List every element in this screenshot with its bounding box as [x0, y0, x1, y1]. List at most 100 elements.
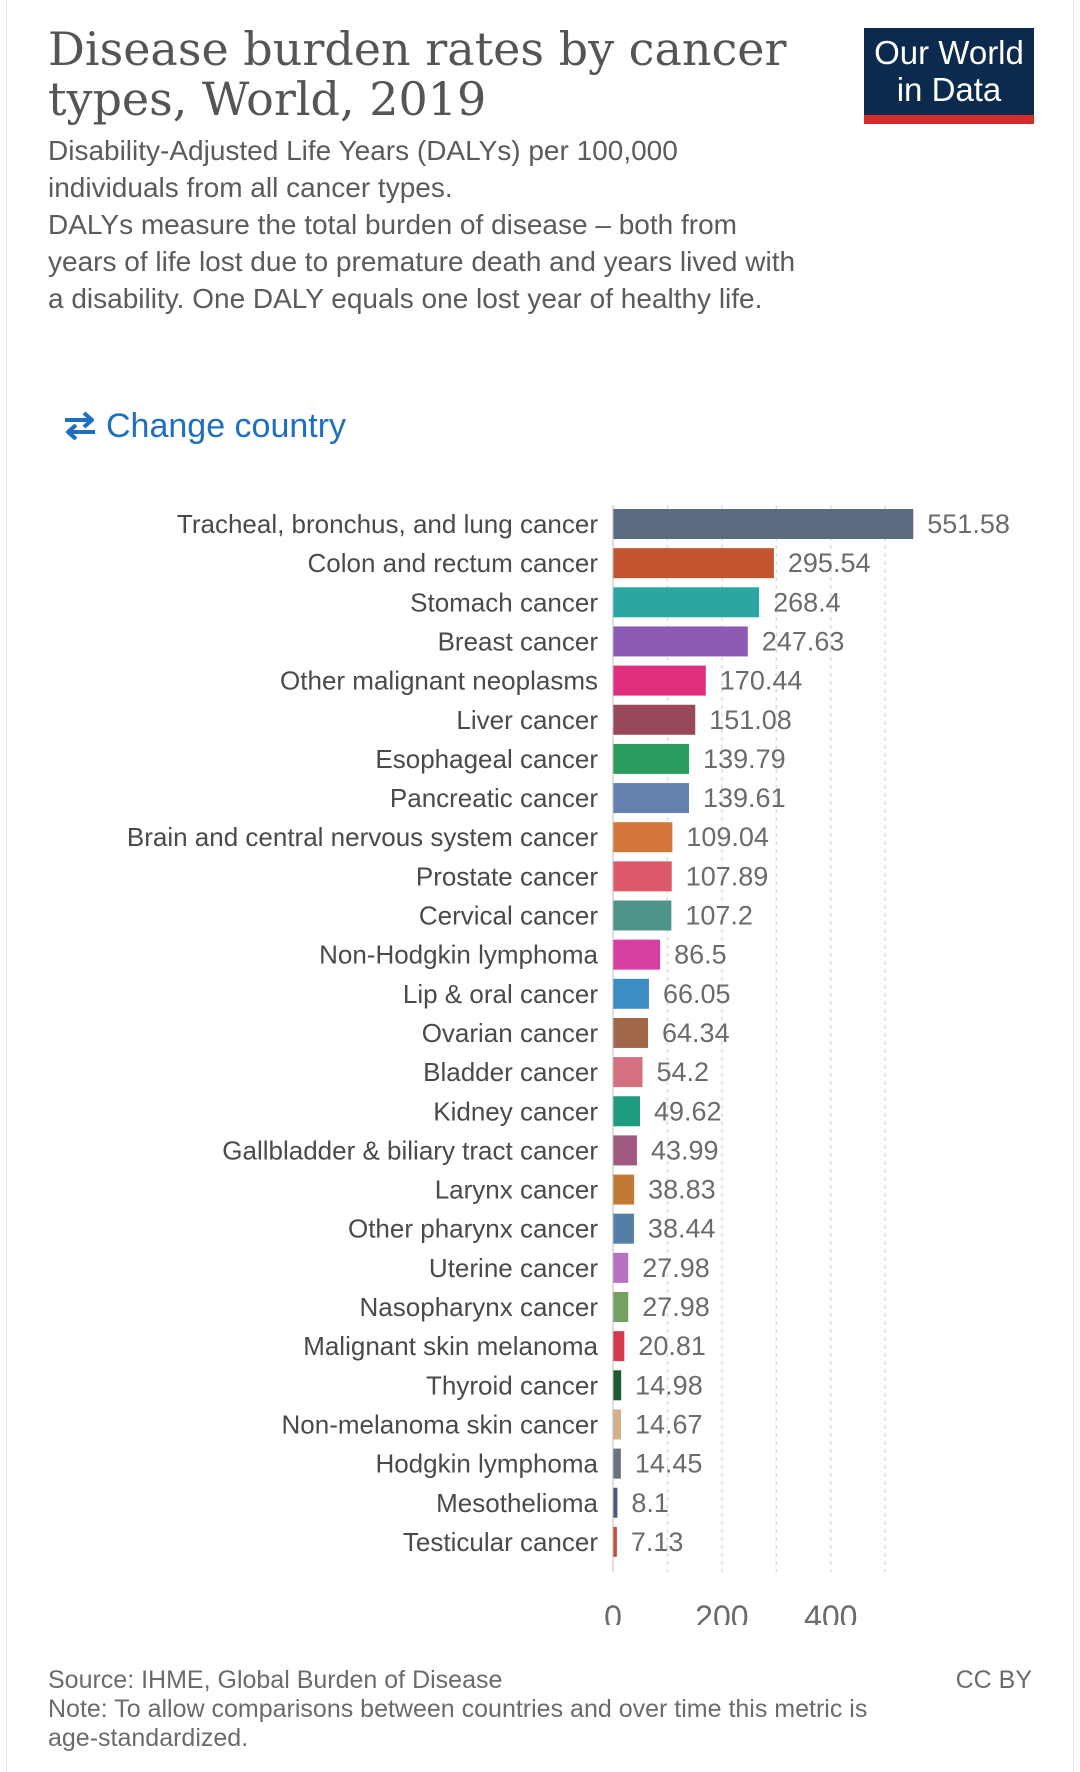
bar: [613, 1448, 621, 1479]
category-label: Uterine cancer: [429, 1253, 598, 1283]
category-label: Prostate cancer: [416, 861, 598, 891]
x-tick-label: 0: [604, 1599, 622, 1625]
category-label: Non-melanoma skin cancer: [282, 1409, 599, 1439]
chart-subtitle: Disability-Adjusted Life Years (DALYs) p…: [48, 132, 808, 317]
value-label: 109.04: [686, 822, 769, 852]
value-label: 49.62: [654, 1096, 722, 1126]
value-label: 170.44: [720, 666, 803, 696]
category-label: Testicular cancer: [403, 1527, 598, 1557]
bar: [613, 1017, 649, 1048]
category-label: Liver cancer: [456, 705, 598, 735]
bar: [613, 1174, 635, 1205]
bar: [613, 1057, 643, 1088]
category-label: Breast cancer: [438, 626, 599, 656]
bar: [613, 1252, 629, 1283]
value-label: 20.81: [638, 1331, 706, 1361]
swap-arrows-icon: [62, 411, 98, 441]
value-label: 14.98: [635, 1370, 703, 1400]
value-label: 54.2: [657, 1057, 710, 1087]
category-label: Hodgkin lymphoma: [375, 1449, 598, 1479]
value-label: 38.83: [648, 1175, 716, 1205]
bar: [613, 861, 672, 892]
bar: [613, 1409, 621, 1440]
value-label: 7.13: [631, 1527, 684, 1557]
category-label: Brain and central nervous system cancer: [127, 822, 598, 852]
category-label: Mesothelioma: [436, 1488, 598, 1518]
chart-frame: [6, 0, 1074, 1772]
category-label: Pancreatic cancer: [390, 783, 598, 813]
bar: [613, 822, 673, 853]
value-label: 14.45: [635, 1449, 703, 1479]
note-text: Note: To allow comparisons between count…: [48, 1695, 868, 1752]
category-label: Non-Hodgkin lymphoma: [319, 940, 598, 970]
chart-title: Disease burden rates by cancer types, Wo…: [48, 22, 787, 126]
x-tick-label: 400: [804, 1599, 857, 1625]
value-label: 247.63: [762, 626, 845, 656]
bar: [613, 1096, 641, 1127]
value-label: 139.79: [703, 744, 786, 774]
bar: [613, 1213, 634, 1244]
change-country-label: Change country: [106, 406, 347, 445]
x-tick-label: 200: [695, 1599, 748, 1625]
value-label: 66.05: [663, 979, 731, 1009]
value-label: 268.4: [773, 587, 841, 617]
bar: [613, 1487, 618, 1518]
value-label: 107.2: [685, 901, 753, 931]
value-label: 43.99: [651, 1135, 719, 1165]
category-label: Gallbladder & biliary tract cancer: [222, 1135, 598, 1165]
category-label: Thyroid cancer: [426, 1370, 598, 1400]
value-label: 86.5: [674, 940, 727, 970]
bar: [613, 626, 748, 657]
chart-footer: Source: IHME, Global Burden of Disease N…: [48, 1666, 918, 1753]
category-label: Other pharynx cancer: [348, 1214, 598, 1244]
category-label: Kidney cancer: [433, 1096, 598, 1126]
value-label: 8.1: [631, 1488, 669, 1518]
category-label: Malignant skin melanoma: [303, 1331, 598, 1361]
owid-logo[interactable]: Our World in Data: [864, 28, 1034, 124]
bar: [613, 939, 661, 970]
subtitle-line-2: DALYs measure the total burden of diseas…: [48, 209, 796, 314]
logo-line-2: in Data: [896, 71, 1002, 108]
bar: [613, 978, 649, 1009]
bar: [613, 1331, 625, 1362]
change-country-button[interactable]: Change country: [62, 404, 346, 448]
bar: [613, 783, 690, 814]
bar: [613, 1370, 622, 1401]
license-link[interactable]: CC BY: [955, 1666, 1032, 1694]
logo-line-1: Our World: [874, 34, 1024, 71]
bar: [613, 548, 774, 579]
value-label: 64.34: [662, 1018, 730, 1048]
value-label: 27.98: [642, 1292, 710, 1322]
category-label: Lip & oral cancer: [403, 979, 598, 1009]
bar: [613, 900, 672, 931]
value-label: 151.08: [709, 705, 792, 735]
category-label: Stomach cancer: [410, 587, 598, 617]
category-label: Larynx cancer: [435, 1175, 599, 1205]
bar: [613, 509, 914, 539]
category-label: Esophageal cancer: [375, 744, 598, 774]
category-label: Ovarian cancer: [422, 1018, 599, 1048]
bar: [613, 1526, 617, 1557]
bar: [613, 665, 706, 696]
subtitle-line-1: Disability-Adjusted Life Years (DALYs) p…: [48, 135, 678, 203]
bar: [613, 1292, 629, 1322]
source-text: Source: IHME, Global Burden of Disease: [48, 1666, 503, 1694]
value-label: 38.44: [648, 1214, 716, 1244]
category-label: Cervical cancer: [419, 901, 599, 931]
bar: [613, 704, 696, 735]
category-label: Other malignant neoplasms: [280, 666, 598, 696]
value-label: 295.54: [788, 548, 871, 578]
value-label: 107.89: [686, 861, 769, 891]
value-label: 139.61: [703, 783, 786, 813]
value-label: 27.98: [642, 1253, 710, 1283]
bar: [613, 1135, 637, 1166]
value-label: 14.67: [635, 1409, 703, 1439]
category-label: Tracheal, bronchus, and lung cancer: [177, 509, 598, 539]
value-label: 551.58: [927, 509, 1010, 539]
bar-chart: Tracheal, bronchus, and lung cancer 551.5…: [127, 505, 1010, 1625]
bar: [613, 743, 690, 774]
category-label: Nasopharynx cancer: [360, 1292, 599, 1322]
category-label: Colon and rectum cancer: [308, 548, 599, 578]
bar: [613, 587, 760, 618]
category-label: Bladder cancer: [423, 1057, 598, 1087]
